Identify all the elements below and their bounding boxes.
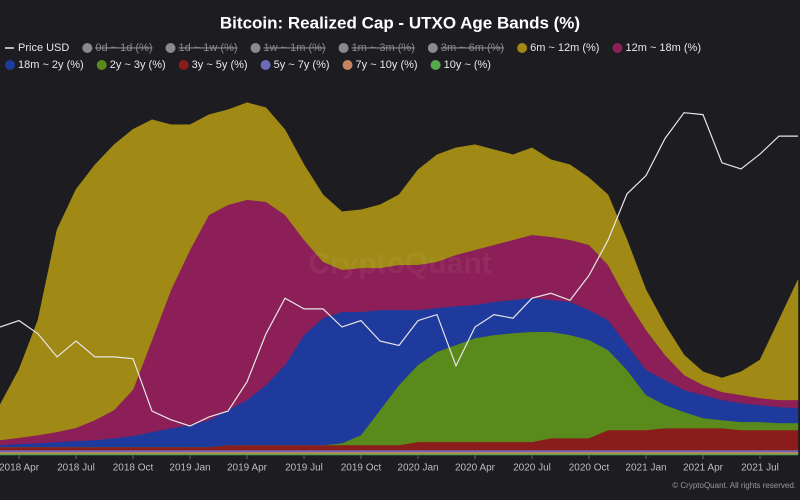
legend-item[interactable]: 1m ~ 3m (%) [338,42,415,54]
legend-label: 18m ~ 2y (%) [18,59,84,71]
x-tick-label: 2018 Jul [57,463,95,474]
legend-swatch [260,60,271,70]
chart-title: Bitcoin: Realized Cap - UTXO Age Bands (… [220,13,580,32]
legend-swatch [178,60,189,70]
legend-item[interactable]: 1d ~ 1w (%) [165,42,238,54]
legend-label: 5y ~ 7y (%) [274,59,330,71]
x-tick-label: 2020 Apr [455,463,496,474]
x-tick-label: 2019 Jan [169,463,210,474]
area-band [0,102,799,441]
x-tick-label: 2021 Apr [683,463,724,474]
x-tick-label: 2019 Oct [341,463,382,474]
x-tick-label: 2021 Jul [741,463,779,474]
legend-swatch [517,43,528,53]
x-tick-label: 2020 Jul [513,463,551,474]
legend-swatch [427,43,438,53]
legend-swatch [250,43,261,53]
legend-item[interactable]: 1w ~ 1m (%) [250,42,326,54]
x-tick-label: 2018 Apr [0,463,40,474]
price-line [0,112,798,427]
legend-swatch [612,43,623,53]
credit: © CryptoQuant. All rights reserved. [672,481,796,490]
legend-item[interactable]: Price USD [5,42,69,54]
legend-swatch [165,43,176,53]
plot-area [0,102,799,456]
legend-swatch [82,43,93,53]
x-tick-label: 2018 Oct [113,463,154,474]
legend-swatch [96,60,107,70]
legend-item[interactable]: 0d ~ 1d (%) [82,42,153,54]
legend-swatch [430,60,441,70]
x-tick-label: 2021 Jan [625,463,666,474]
legend-label: 7y ~ 10y (%) [356,59,418,71]
legend-label: 6m ~ 12m (%) [530,42,599,54]
watermark: CryptoQuant [308,247,491,280]
area-band [0,449,799,453]
legend: Price USD 0d ~ 1d (%) 1d ~ 1w (%) 1w ~ 1m (… [5,42,701,71]
legend-item[interactable]: 10y ~ (%) [430,59,491,71]
x-tick-label: 2019 Jul [285,463,323,474]
legend-swatch [338,43,349,53]
legend-item[interactable]: 5y ~ 7y (%) [260,59,330,71]
legend-item[interactable]: 2y ~ 3y (%) [96,59,166,71]
legend-label: 3y ~ 5y (%) [192,59,248,71]
legend-item[interactable]: 6m ~ 12m (%) [517,42,599,54]
legend-label: 10y ~ (%) [444,59,491,71]
legend-item[interactable]: 12m ~ 18m (%) [612,42,701,54]
legend-label: 2y ~ 3y (%) [110,59,166,71]
x-axis: 2018 Apr 2018 Jul 2018 Oct 2019 Jan 2019 Apr… [0,455,779,474]
legend-label: 12m ~ 18m (%) [625,42,701,54]
legend-item[interactable]: 3m ~ 6m (%) [427,42,505,54]
legend-swatch [342,60,353,70]
x-tick-label: 2020 Jan [397,463,438,474]
legend-label: Price USD [18,42,69,54]
x-tick-label: 2019 Apr [227,463,268,474]
legend-swatch [5,60,15,70]
legend-item[interactable]: 3y ~ 5y (%) [178,59,248,71]
x-tick-label: 2020 Oct [569,463,610,474]
legend-item[interactable]: 7y ~ 10y (%) [342,59,418,71]
legend-item[interactable]: 18m ~ 2y (%) [5,59,84,71]
